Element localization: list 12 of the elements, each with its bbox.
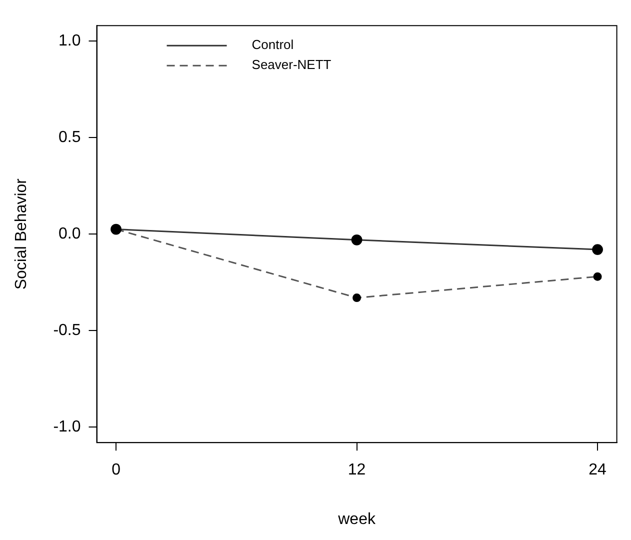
x-tick-label: 0 (112, 462, 121, 479)
y-tick-label: -0.5 (53, 322, 81, 340)
y-tick-label: 0.5 (58, 128, 81, 146)
y-tick-label: 0.0 (58, 226, 81, 243)
x-tick-label: 12 (348, 462, 366, 479)
x-tick-label: 24 (588, 462, 607, 479)
y-axis-title: Social Behavior (13, 178, 30, 290)
y-tick-label: 1.0 (58, 32, 81, 50)
y-tick-label: -1.0 (53, 418, 81, 436)
legend-label: Seaver-NETT (252, 57, 332, 72)
legend-label: Control (252, 37, 294, 52)
x-axis-title: week (337, 510, 376, 528)
